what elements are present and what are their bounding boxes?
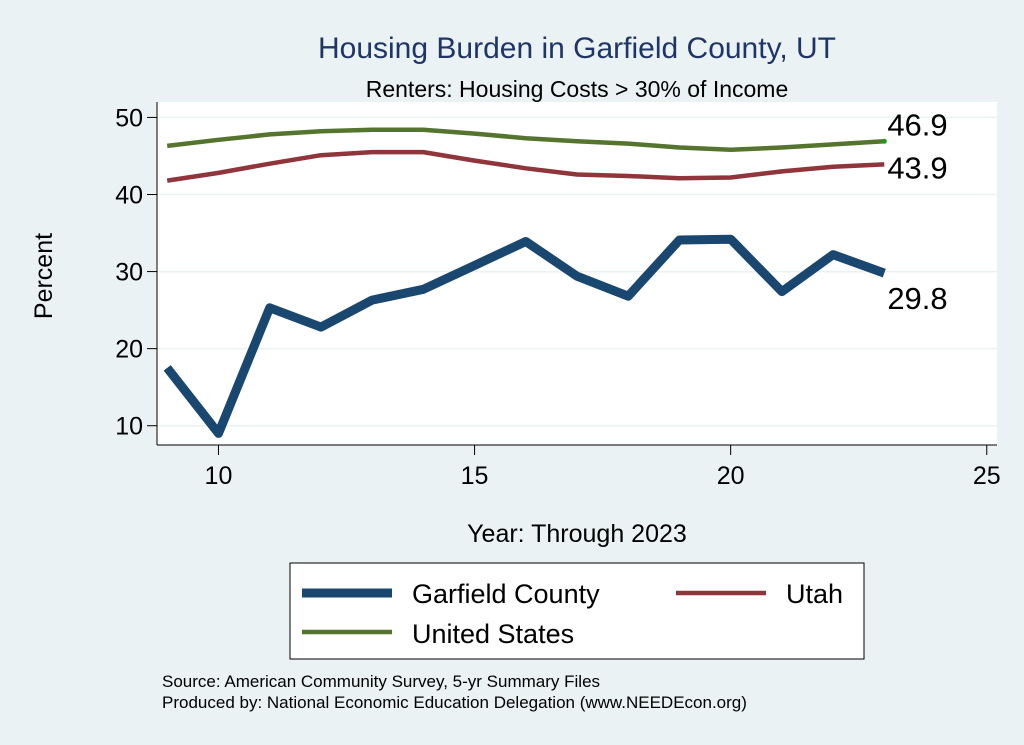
end-label-utah: 43.9 xyxy=(887,150,947,185)
source-note: Source: American Community Survey, 5-yr … xyxy=(162,672,600,691)
y-axis-title: Percent xyxy=(30,233,58,319)
producer-note: Produced by: National Economic Education… xyxy=(162,693,747,712)
legend: Garfield County Utah United States xyxy=(289,562,865,660)
chart-title: Housing Burden in Garfield County, UT xyxy=(318,32,836,65)
legend-box xyxy=(289,562,865,660)
end-label-us: 46.9 xyxy=(887,107,947,142)
x-tick-label: 15 xyxy=(461,462,489,490)
ticks: 10 20 30 40 50 10 15 20 25 xyxy=(115,104,1000,490)
y-tick-label: 10 xyxy=(115,413,143,441)
series-end-marker-us xyxy=(881,138,887,144)
series-lines xyxy=(163,127,887,438)
y-tick-label: 50 xyxy=(115,104,143,132)
series-line-us xyxy=(166,127,885,153)
series-line-garfield xyxy=(163,234,886,438)
chart-subtitle: Renters: Housing Costs > 30% of Income xyxy=(366,76,789,102)
y-tick-label: 20 xyxy=(115,336,143,364)
y-tick-label: 30 xyxy=(115,259,143,287)
y-tick-label: 40 xyxy=(115,181,143,209)
end-labels: 29.8 43.9 46.9 xyxy=(887,107,947,316)
end-label-garfield: 29.8 xyxy=(887,281,947,316)
x-tick-label: 20 xyxy=(717,462,745,490)
x-tick-label: 25 xyxy=(973,462,1001,490)
series-line-utah xyxy=(166,149,885,183)
x-tick-label: 10 xyxy=(205,462,233,490)
x-axis-title: Year: Through 2023 xyxy=(467,520,687,548)
legend-label-us: United States xyxy=(412,619,574,649)
legend-label-garfield: Garfield County xyxy=(412,579,600,609)
legend-label-utah: Utah xyxy=(786,579,843,609)
axes xyxy=(156,102,997,446)
